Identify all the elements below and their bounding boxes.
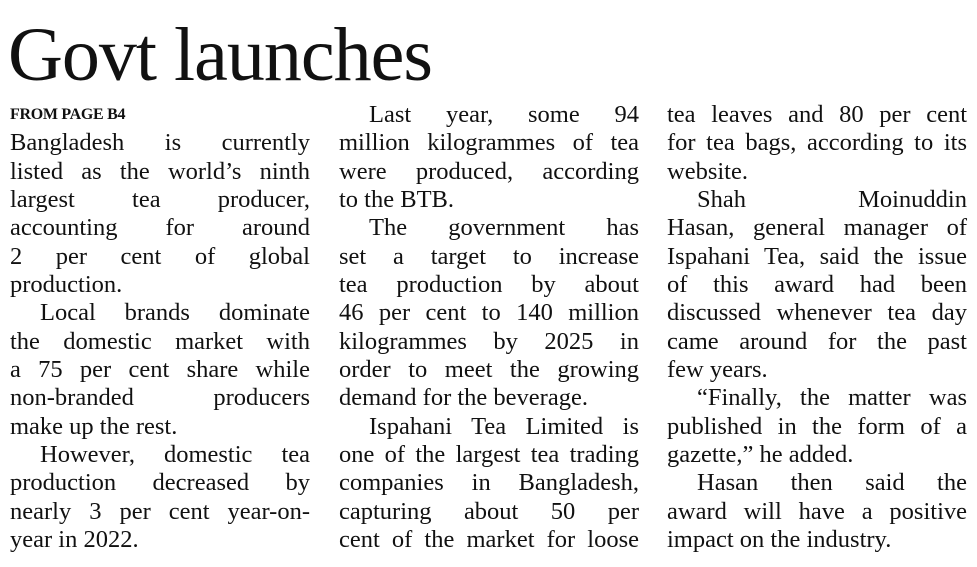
text-line: a 75 per cent share while [10,356,310,384]
text-line: tea leaves and 80 per cent [667,101,967,128]
text-line: nearly 3 per cent year-on- [10,497,310,525]
text-line: Hasan then said the [697,469,967,497]
article-column-3: tea leaves and 80 per cent for tea bags, … [667,101,967,555]
paragraph: Hasan then said the award will have a pos… [667,469,967,554]
text-line: one of the largest tea trading [339,441,639,469]
text-line: 46 per cent to 140 million [339,299,639,327]
text-line: Last year, some 94 [369,101,639,128]
text-line: website. [667,157,748,185]
text-line: kilogrammes by 2025 in [339,327,639,355]
text-line: Local brands dominate [40,299,310,327]
text-line: the domestic market with [10,327,310,355]
text-line: million kilogrammes of tea [339,129,639,157]
text-line: production decreased by [10,469,310,497]
text-line: 2 per cent of global [10,242,310,270]
text-line: listed as the world’s ninth [10,157,310,185]
text-line: However, domestic tea [40,441,310,469]
text-line: “Finally, the matter was [697,384,967,412]
paragraph: Bangladesh is currently listed as the wor… [10,129,310,299]
text-line: companies in Bangladesh, [339,469,639,497]
paragraph: “Finally, the matter was published in the… [667,384,967,469]
from-page-kicker: FROM PAGE B4 [10,106,126,123]
text-line: demand for the beverage. [339,384,588,412]
article-column-2: Last year, some 94 million kilogrammes of… [339,101,639,555]
text-line: came around for the past [667,327,967,355]
text-line: The government has [369,214,639,242]
paragraph: Shah Moinuddin Hasan, general manager of I… [667,186,967,384]
text-line: accounting for around [10,214,310,242]
text-line: Bangladesh is currently [10,129,310,157]
text-line: production. [10,271,123,299]
text-line: non-branded producers [10,384,310,412]
paragraph: Ispahani Tea Limited is one of the larges… [339,413,639,555]
text-line: discussed whenever tea day [667,299,967,327]
paragraph: However, domestic tea production decrease… [10,441,310,554]
text-line: Hasan, general manager of [667,214,967,242]
text-line: of this award had been [667,271,967,299]
text-line: were produced, according [339,157,639,185]
text-line: order to meet the growing [339,356,639,384]
text-line: set a target to increase [339,242,639,270]
article-column-1: FROM PAGE B4 Bangladesh is currently list… [10,101,310,555]
text-line: largest tea producer, [10,186,310,214]
text-line: capturing about 50 per [339,497,639,525]
text-line: Ispahani Tea, said the issue [667,242,967,270]
text-line: to the BTB. [339,186,455,214]
paragraph: tea leaves and 80 per cent for tea bags, … [667,101,967,186]
text-line: for tea bags, according to its [667,129,967,157]
text-line: make up the rest. [10,412,178,440]
text-line: gazette,” he added. [667,441,854,469]
text-line: award will have a positive [667,497,967,525]
text-line: Shah Moinuddin [697,186,967,214]
text-line: year in 2022. [10,526,139,554]
paragraph: Last year, some 94 million kilogrammes of… [339,101,639,214]
text-line: Ispahani Tea Limited is [369,412,639,440]
text-line: published in the form of a [667,412,967,440]
text-line: impact on the industry. [667,526,892,554]
text-line: tea production by about [339,271,639,299]
paragraph: The government has set a target to increa… [339,214,639,412]
text-line: cent of the market for loose [339,526,639,554]
text-line: few years. [667,356,768,384]
headline: Govt launches [8,13,433,97]
paragraph: Local brands dominate the domestic market… [10,299,310,441]
